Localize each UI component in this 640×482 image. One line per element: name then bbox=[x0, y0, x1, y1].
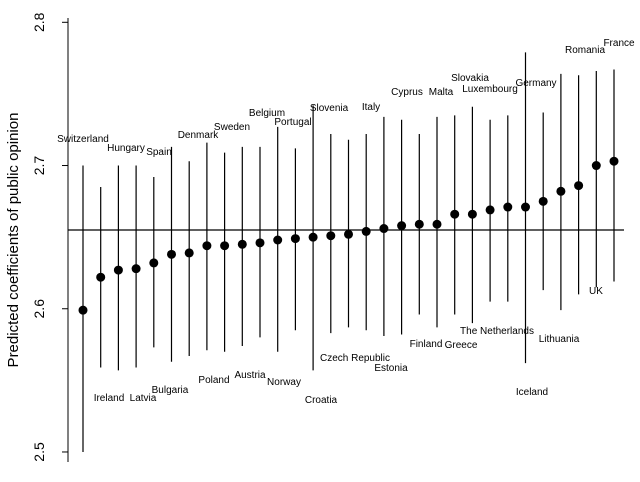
country-label: UK bbox=[589, 286, 603, 297]
country-label: Poland bbox=[198, 375, 229, 386]
point bbox=[397, 221, 407, 231]
point bbox=[503, 202, 513, 212]
y-tick-label: 2.6 bbox=[31, 299, 47, 319]
country-label: Malta bbox=[429, 87, 454, 98]
point bbox=[344, 229, 353, 239]
point bbox=[78, 305, 88, 315]
y-tick-label: 2.8 bbox=[31, 12, 47, 32]
point bbox=[290, 234, 300, 244]
y-tick-label: 2.7 bbox=[31, 156, 47, 176]
point bbox=[379, 224, 389, 234]
country-label: Finland bbox=[410, 339, 443, 350]
point bbox=[308, 232, 318, 242]
country-label: Croatia bbox=[305, 395, 338, 406]
point bbox=[167, 249, 176, 259]
y-axis-label: Predicted coefficients of public opinion bbox=[5, 113, 22, 368]
country-label: Belgium bbox=[249, 108, 285, 119]
country-label: France bbox=[603, 38, 635, 49]
point bbox=[113, 265, 123, 275]
point bbox=[591, 161, 601, 171]
country-label: Norway bbox=[267, 377, 301, 388]
country-label: Luxembourg bbox=[462, 84, 518, 95]
point bbox=[96, 272, 106, 282]
country-label: Portugal bbox=[274, 117, 311, 128]
point bbox=[255, 238, 265, 248]
country-label: Slovenia bbox=[310, 103, 349, 114]
country-label: Estonia bbox=[374, 363, 408, 374]
point bbox=[450, 209, 460, 219]
country-label: Romania bbox=[565, 45, 605, 56]
point bbox=[149, 258, 159, 268]
country-label: Hungary bbox=[107, 143, 145, 154]
country-label: Czech Republic bbox=[320, 353, 390, 364]
country-label: Ireland bbox=[94, 393, 125, 404]
point bbox=[220, 241, 230, 251]
country-label: The Netherlands bbox=[460, 326, 534, 337]
country-label: Austria bbox=[234, 370, 266, 381]
point bbox=[326, 231, 336, 241]
point bbox=[521, 202, 530, 212]
country-label: Spain bbox=[146, 147, 172, 158]
point bbox=[485, 205, 495, 215]
country-label: Sweden bbox=[214, 122, 250, 133]
country-label: Switzerland bbox=[57, 134, 109, 145]
point bbox=[538, 196, 548, 206]
point bbox=[432, 219, 442, 229]
point bbox=[361, 226, 371, 236]
country-label: Lithuania bbox=[539, 334, 580, 345]
country-label: Slovakia bbox=[451, 73, 489, 84]
point bbox=[273, 235, 283, 245]
point bbox=[184, 248, 194, 258]
point bbox=[237, 239, 247, 249]
country-label: Greece bbox=[445, 340, 478, 351]
y-tick-label: 2.5 bbox=[31, 442, 47, 462]
point bbox=[131, 264, 141, 274]
point bbox=[202, 241, 212, 251]
point bbox=[609, 156, 619, 166]
country-label: Latvia bbox=[130, 393, 157, 404]
point bbox=[414, 219, 424, 229]
country-label: Italy bbox=[362, 102, 380, 113]
country-label: Bulgaria bbox=[152, 385, 189, 396]
point bbox=[574, 181, 584, 191]
country-label: Iceland bbox=[516, 387, 548, 398]
point bbox=[556, 186, 566, 196]
country-label: Cyprus bbox=[391, 87, 423, 98]
country-label: Denmark bbox=[178, 130, 220, 141]
point bbox=[467, 209, 477, 219]
country-label: Germany bbox=[515, 78, 556, 89]
